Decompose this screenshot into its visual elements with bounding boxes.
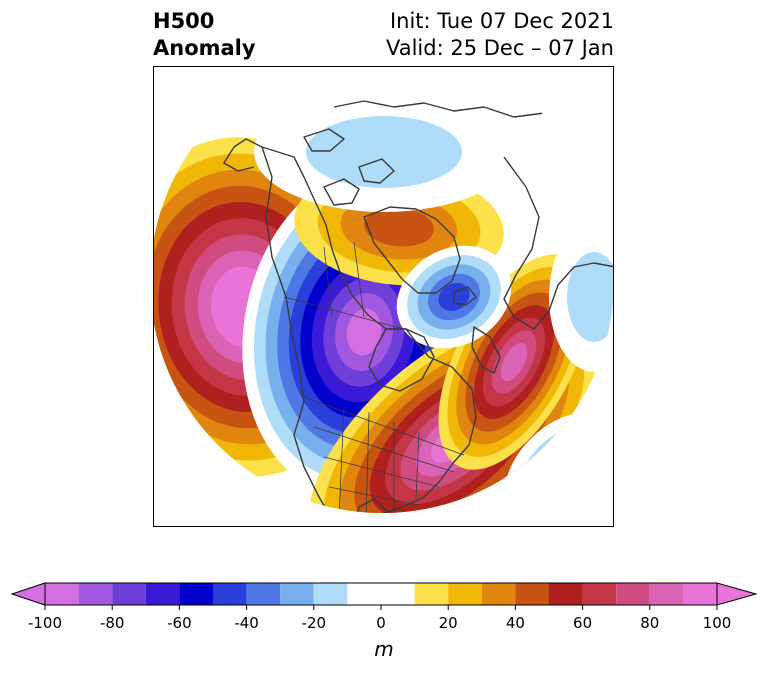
coastline-segment: [303, 128, 345, 152]
coastlines: [223, 100, 613, 513]
colorbar-tick-label: 0: [376, 614, 386, 632]
colorbar-bin-1: [78, 583, 113, 605]
colorbar-bin-15: [582, 583, 617, 605]
colorbar-bin-8: [313, 583, 348, 605]
colorbar-tick-label: 60: [573, 614, 593, 632]
coastline-segment: [453, 286, 477, 306]
coastline-segment: [503, 156, 613, 330]
colorbar-bin-17: [649, 583, 684, 605]
border-line: [283, 296, 405, 330]
colorbar-tick-label: -100: [27, 614, 63, 632]
date-block: Init: Tue 07 Dec 2021 Valid: 25 Dec – 07…: [386, 8, 614, 62]
anomaly-map: [154, 92, 613, 513]
colorbar-bin-13: [515, 583, 549, 605]
colorbar-bin-2: [112, 583, 146, 605]
colorbar-bin-10: [414, 583, 449, 605]
title-line2: Anomaly: [153, 36, 256, 60]
colorbar-tick-label: 20: [438, 614, 458, 632]
coastline-segment: [261, 146, 477, 513]
colorbar-tick-label: -60: [167, 614, 192, 632]
colorbar-extend-low: [10, 582, 46, 606]
colorbar-bin-0: [45, 583, 79, 605]
anomaly-center-arctic-low: [254, 92, 514, 212]
anomaly-field: [154, 92, 613, 513]
colorbar-bin-7: [280, 583, 314, 605]
colorbar-bin-11: [448, 583, 482, 605]
colorbar-bin-6: [246, 583, 281, 605]
colorbar-tick-label: 40: [505, 614, 525, 632]
colorbar-tick-label: -80: [99, 614, 125, 632]
init-date: Init: Tue 07 Dec 2021: [389, 9, 614, 33]
anomaly-contour: [364, 207, 434, 247]
border-line: [323, 246, 333, 318]
valid-period: Valid: 25 Dec – 07 Jan: [385, 36, 614, 60]
coastline-segment: [363, 206, 461, 294]
title-line1: H500: [153, 9, 215, 33]
colorbar-bin-4: [179, 583, 213, 605]
anomaly-contour: [500, 342, 528, 382]
colorbar-bin-5: [213, 583, 247, 605]
border-line: [353, 241, 365, 318]
colorbar-bin-14: [549, 583, 583, 605]
coastline-segment: [471, 326, 501, 374]
coastline-segment: [368, 328, 435, 392]
border-line: [338, 406, 345, 513]
anomaly-contour: [306, 116, 462, 188]
border-line: [313, 426, 455, 473]
colorbar-tick-label: -40: [234, 614, 259, 632]
colorbar-bin-18: [683, 583, 717, 605]
colorbar-unit-label: m: [374, 637, 394, 661]
colorbar-tick-label: -20: [301, 614, 327, 632]
colorbar-extend-high: [716, 582, 758, 606]
title-block: H500 Anomaly: [153, 8, 256, 62]
colorbar-bin-12: [481, 583, 516, 605]
border-line: [365, 411, 370, 513]
border-line: [303, 396, 465, 456]
colorbar-tick-label: 100: [702, 614, 732, 632]
political-borders: [283, 241, 465, 513]
coastline-segment: [223, 138, 263, 172]
colorbar-bin-3: [145, 583, 180, 605]
colorbar-bin-9: [347, 583, 415, 605]
anomaly-contour: [567, 252, 613, 342]
anomaly-center-siberian-low: [549, 222, 613, 372]
colorbar: [10, 582, 758, 610]
coastline-segment: [323, 178, 360, 206]
border-line: [415, 431, 420, 500]
border-line: [323, 456, 440, 488]
coastline-segment: [358, 158, 395, 184]
colorbar-tick-label: 80: [640, 614, 660, 632]
colorbar-bin-16: [616, 583, 650, 605]
border-line: [328, 486, 420, 506]
map-panel: [153, 66, 614, 527]
